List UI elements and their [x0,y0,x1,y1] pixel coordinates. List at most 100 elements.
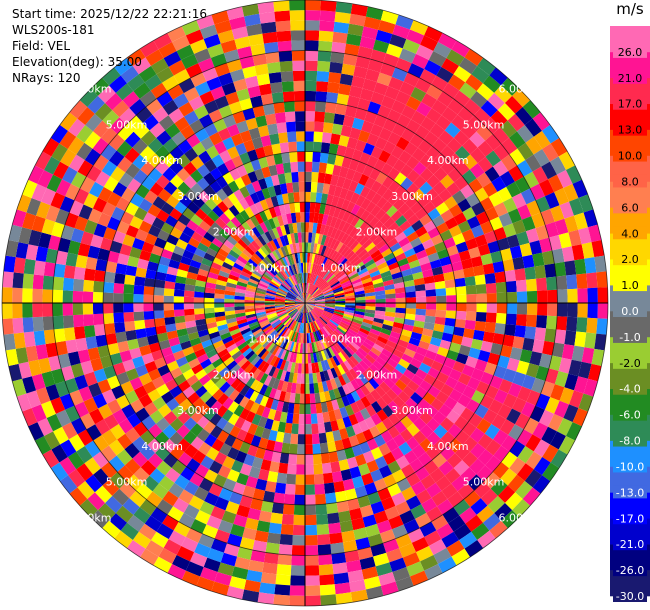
velocity-gate [314,306,324,312]
velocity-gate [144,190,158,204]
velocity-gate [321,285,331,292]
velocity-gate [235,142,248,156]
velocity-gate [558,435,575,455]
velocity-gate [364,213,375,225]
velocity-gate [295,303,305,308]
velocity-gate [354,218,365,230]
velocity-gate [226,360,238,371]
velocity-gate [288,330,295,341]
velocity-gate [290,331,296,342]
velocity-gate [289,254,295,265]
velocity-gate [161,371,174,384]
velocity-gate [360,274,371,282]
velocity-gate [359,252,371,262]
velocity-gate [431,266,444,276]
velocity-gate [242,589,260,603]
velocity-gate [422,269,434,278]
velocity-gate [217,274,229,283]
velocity-gate [342,540,358,553]
velocity-gate [333,267,343,276]
velocity-gate [32,274,44,290]
velocity-gate [323,290,334,296]
velocity-gate [330,281,340,288]
velocity-gate [437,346,450,358]
velocity-gate [295,300,305,303]
velocity-gate [242,107,256,121]
velocity-gate [467,115,484,132]
velocity-gate [429,123,445,139]
velocity-gate [563,404,579,423]
velocity-gate [305,303,313,311]
velocity-gate [224,294,235,300]
velocity-gate [296,454,305,465]
velocity-gate [391,100,406,115]
velocity-gate [272,378,281,390]
velocity-gate [217,200,229,213]
velocity-gate [390,145,405,159]
velocity-gate [369,231,381,243]
velocity-gate [259,395,269,407]
velocity-gate [354,485,368,499]
velocity-gate [438,188,453,203]
velocity-gate [75,254,88,269]
velocity-gate [465,74,483,92]
velocity-gate [225,91,240,105]
velocity-gate [426,84,443,100]
velocity-gate [243,264,255,273]
velocity-gate [194,369,207,381]
velocity-gate [23,258,36,275]
velocity-gate [245,218,256,230]
velocity-gate [165,273,177,283]
velocity-gate [305,101,316,112]
velocity-gate [342,284,354,291]
velocity-gate [371,401,383,414]
velocity-gate [350,3,368,17]
velocity-gate [287,319,294,329]
velocity-gate [477,140,494,157]
colorbar: -30.0-26.0-21.0-17.0-13.0-10.0-8.0-6.0-4… [610,26,650,603]
velocity-gate [413,175,427,189]
velocity-gate [423,459,439,475]
velocity-gate [319,339,326,351]
velocity-gate [147,153,163,168]
velocity-gate [153,295,164,303]
velocity-gate [140,430,155,445]
velocity-gate [365,392,377,405]
velocity-gate [327,82,340,94]
velocity-gate [468,246,481,259]
velocity-gate [289,392,296,404]
velocity-gate [244,350,256,361]
velocity-gate [290,362,296,373]
velocity-gate [292,524,305,536]
velocity-gate [302,343,305,354]
velocity-gate [171,188,185,202]
velocity-gate [275,431,285,443]
velocity-gate [289,0,305,11]
velocity-gate [509,440,526,458]
velocity-gate [465,237,478,250]
velocity-gate [86,165,102,182]
velocity-gate [172,554,190,571]
velocity-gate [182,225,195,238]
velocity-gate [259,260,270,270]
velocity-gate [525,434,542,452]
velocity-gate [276,309,287,314]
velocity-gate [323,421,333,433]
velocity-gate [435,288,447,297]
velocity-gate [294,274,299,285]
velocity-gate [84,131,101,149]
velocity-gate [139,145,156,162]
velocity-gate [480,488,498,506]
velocity-gate [302,282,305,293]
velocity-gate [214,529,231,544]
velocity-gate [485,150,502,167]
velocity-gate [371,324,382,332]
velocity-gate [387,132,401,146]
velocity-gate [100,127,118,145]
velocity-gate [584,257,597,274]
velocity-gate [374,208,387,221]
velocity-gate [502,393,518,409]
velocity-gate [287,192,295,204]
velocity-gate [308,283,313,294]
velocity-gate [464,539,484,558]
